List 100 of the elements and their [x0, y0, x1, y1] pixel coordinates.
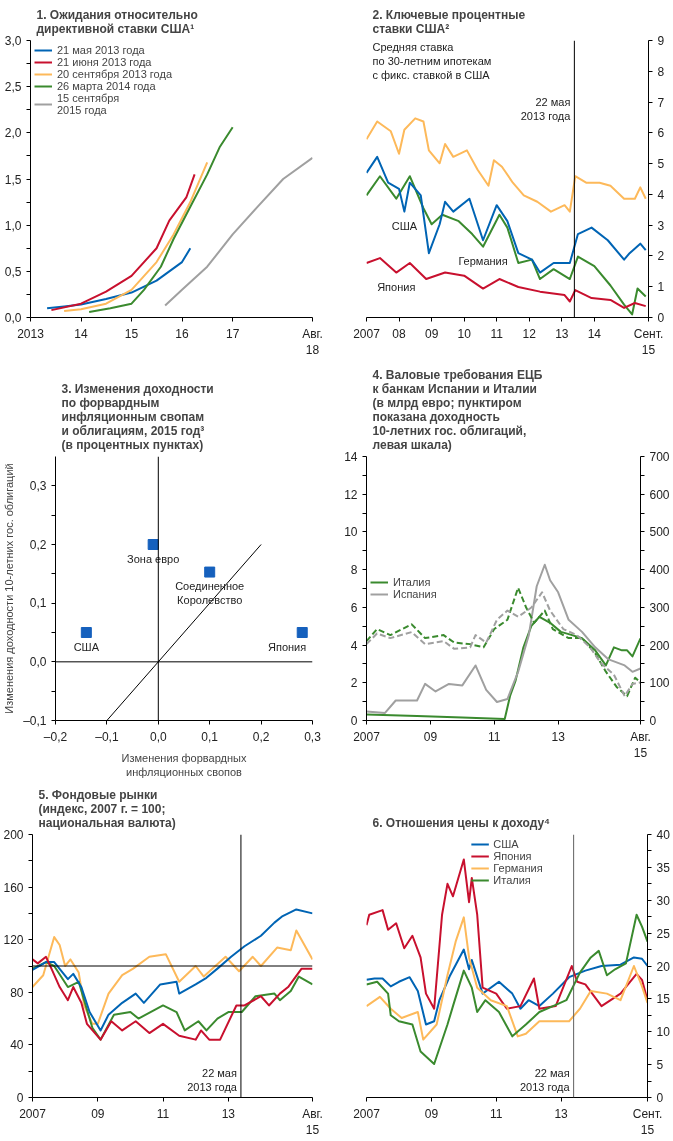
- x-tick-label: –0,1: [95, 729, 119, 744]
- y-tick-label: 4: [350, 638, 358, 653]
- y-tick-label: 10: [344, 525, 358, 540]
- y-tick-label: 2,5: [4, 80, 22, 95]
- legend-label: Испания: [393, 588, 437, 600]
- x-tick-label: 2007: [353, 1106, 381, 1121]
- y2-tick-label: 25: [656, 926, 671, 941]
- y2-tick-label: 2: [657, 249, 665, 264]
- x-tick-label: 11: [488, 729, 501, 744]
- legend-label: 15 сентября 2015 года: [57, 92, 120, 116]
- x-tick-label: Авг. 15: [630, 729, 651, 761]
- x-tick-label: 14: [74, 326, 89, 341]
- y2-tick-label: 700: [649, 450, 670, 464]
- series-label: Германия: [458, 254, 508, 267]
- annotation: США: [73, 640, 100, 653]
- x-tick-label: 2007: [353, 729, 381, 744]
- y2-tick-label: 7: [657, 95, 665, 110]
- x-tick-label: 2013: [17, 326, 45, 341]
- series-label: США: [391, 219, 418, 232]
- y2-tick-label: 9: [657, 34, 665, 48]
- y2-tick-label: 0: [656, 1091, 664, 1105]
- y-tick-label: 14: [344, 450, 358, 464]
- x-tick-label: 09: [91, 1106, 105, 1121]
- x-tick-label: 11: [156, 1106, 170, 1121]
- x-tick-label: 0,3: [304, 729, 322, 744]
- x-tick-label: 09: [423, 729, 438, 744]
- y-tick-label: 8: [350, 563, 358, 578]
- y-tick-label: 0,3: [29, 478, 47, 493]
- x-tick-label: 09: [424, 1106, 439, 1121]
- x-tick-label: Авг. 15: [302, 1106, 323, 1138]
- y2-tick-label: 35: [656, 860, 671, 875]
- legend-label: 21 мая 2013 года: [57, 44, 145, 56]
- y-tick-label: 0: [16, 1091, 24, 1105]
- x-tick-label: 13: [551, 729, 566, 744]
- x-tick-label: –0,2: [43, 729, 68, 744]
- x-tick-label: 12: [522, 326, 537, 341]
- y-axis-title: Изменения доходности 10-летних гос. облигаций: [3, 463, 16, 714]
- x-tick-label: 08: [392, 326, 407, 341]
- y2-tick-label: 5: [657, 157, 665, 172]
- legend-label: Италия: [393, 576, 431, 588]
- y-tick-label: 200: [3, 828, 24, 842]
- y-tick-label: 12: [344, 487, 358, 502]
- y-tick-label: 1,0: [4, 218, 22, 233]
- y2-tick-label: 40: [656, 828, 671, 842]
- annotation: Япония: [268, 640, 307, 653]
- x-tick-label: 13: [555, 326, 569, 341]
- y2-tick-label: 10: [656, 1025, 671, 1040]
- y2-tick-label: 0: [657, 311, 665, 325]
- x-tick-label: 09: [424, 326, 439, 341]
- y-tick-label: 2,0: [4, 126, 22, 141]
- chart-title: 4. Валовые требования ЕЦБ к банкам Испании и Италии (в млрд евро; пунктиром показана доходность 10-летних гос. облигаций, левая шкала): [372, 367, 543, 452]
- y2-tick-label: 200: [649, 638, 670, 653]
- text: Средняя ставка по 30-летним ипотекам с фикс. ставкой в США: [372, 40, 492, 82]
- legend-label: 26 марта 2014 года: [57, 80, 156, 92]
- y2-tick-label: 0: [649, 714, 657, 728]
- y2-tick-label: 4: [657, 187, 665, 202]
- legend-label: 21 июня 2013 года: [57, 56, 152, 68]
- x-tick-label: Сент. 15: [632, 1106, 663, 1138]
- chart-title: 6. Отношения цены к доходу⁴: [372, 815, 551, 830]
- y-tick-label: 1,5: [4, 172, 22, 187]
- x-tick-label: 0,2: [252, 729, 270, 744]
- x-tick-label: 11: [490, 326, 504, 341]
- x-axis-title: Изменения форвардных инфляционных свопов: [121, 751, 247, 778]
- ref-line-label: 22 мая 2013 года: [187, 1067, 238, 1094]
- x-tick-label: 13: [221, 1106, 236, 1121]
- y2-tick-label: 6: [657, 126, 665, 141]
- x-tick-label: 0,1: [201, 729, 219, 744]
- y-tick-label: –0,1: [23, 713, 47, 728]
- y-tick-label: 0: [350, 714, 358, 728]
- x-tick-label: 10: [457, 326, 472, 341]
- x-tick-label: 11: [489, 1106, 503, 1121]
- y2-tick-label: 500: [649, 525, 670, 540]
- y-tick-label: 2: [350, 676, 358, 691]
- legend-label: Япония: [493, 850, 532, 862]
- y2-tick-label: 3: [657, 218, 665, 233]
- y-tick-label: 160: [3, 880, 24, 895]
- chart-title: 2. Ключевые процентные ставки США²: [372, 7, 526, 36]
- y-tick-label: 120: [3, 933, 24, 948]
- legend-label: США: [493, 838, 519, 850]
- y2-tick-label: 20: [656, 959, 671, 974]
- series-label: Япония: [377, 280, 416, 293]
- chart-title: 1. Ожидания относительно директивной ставки США¹: [36, 7, 198, 36]
- y2-tick-label: 400: [649, 563, 670, 578]
- ref-line-label: 22 мая 2013 года: [520, 95, 572, 122]
- x-tick-label: 14: [587, 326, 602, 341]
- x-tick-label: 16: [175, 326, 190, 341]
- y-tick-label: 0,2: [29, 537, 47, 552]
- x-tick-label: 2007: [353, 326, 381, 341]
- y2-tick-label: 1: [657, 280, 665, 295]
- chart-title: 3. Изменения доходности по форвардным инфляционным свопам и облигациям, 2015 год³ (в процентных пунктах): [61, 381, 214, 452]
- y-tick-label: 0,0: [4, 311, 22, 325]
- x-tick-label: 2007: [19, 1106, 47, 1121]
- chart-title: 5. Фондовые рынки (индекс, 2007 г. = 100; национальная валюта): [38, 787, 176, 830]
- x-tick-label: Сент. 15: [633, 326, 664, 358]
- ref-line-label: 22 мая 2013 года: [519, 1067, 571, 1094]
- legend-label: 20 сентября 2013 года: [57, 68, 172, 80]
- x-tick-label: 15: [124, 326, 139, 341]
- y2-tick-label: 15: [656, 992, 671, 1007]
- x-tick-label: 17: [225, 326, 240, 341]
- y-tick-label: 0,0: [29, 654, 47, 669]
